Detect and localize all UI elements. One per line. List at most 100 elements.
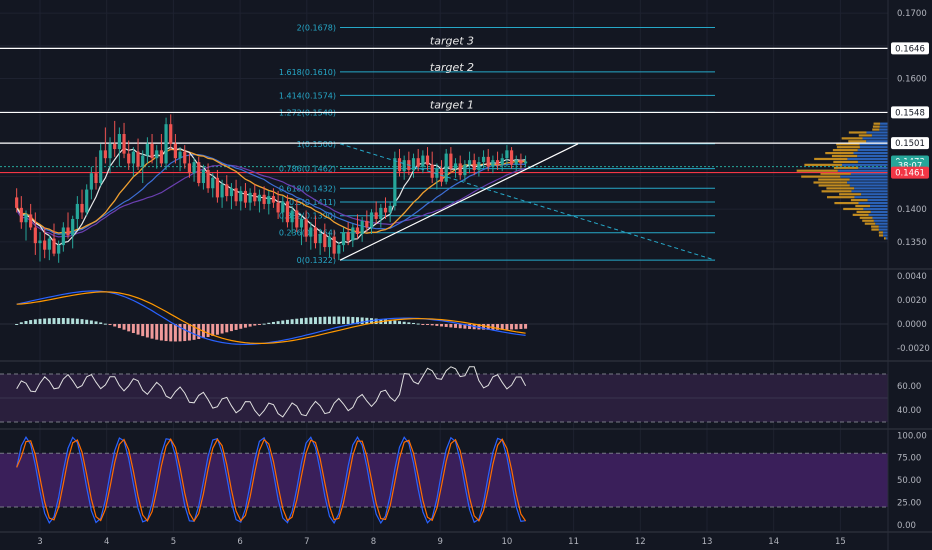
price-tag-label: 0.1646 [895,44,925,54]
time-axis-tick-label: 10 [501,537,512,547]
candle-down [509,150,514,165]
candle-down [127,153,131,164]
candle-up [505,150,509,159]
fib-level-label: 0(0.1322) [297,256,336,265]
candle-up [38,240,42,244]
time-axis-tick-label: 9 [437,537,442,547]
candle-down [15,197,19,208]
macd-histogram-bar [99,322,103,324]
volume-profile-bar-up [880,122,888,125]
candle-up [108,143,112,159]
macd-histogram-bar [15,324,19,325]
volume-profile-bar-up [850,172,888,175]
volume-profile-bar-up [851,190,888,193]
macd-histogram-bar [66,318,70,324]
candle-down [449,153,453,169]
candle-down [197,162,201,184]
candle-down [374,212,378,219]
target-label: target 2 [430,61,474,74]
macd-histogram-bar [43,318,47,324]
stochastic-d-line [16,438,527,523]
candle-up [145,143,149,156]
candle-up [155,150,159,159]
time-axis-tick-label: 12 [635,537,646,547]
volume-profile-bar-up [854,187,888,190]
candle-up [491,160,495,167]
volume-profile-bar-down [858,134,872,137]
macd-histogram-bar [463,324,467,329]
macd-histogram-bar [75,318,79,324]
macd-histogram-bar [229,324,233,332]
candle-up [201,169,206,184]
macd-histogram-bar [164,324,168,342]
macd-histogram-bar [29,320,33,324]
macd-histogram-bar [271,321,275,324]
volume-profile-bar-up [858,201,888,205]
volume-profile-bar-down [856,210,871,214]
candle-down [285,201,290,223]
macd-histogram-bar [514,324,518,330]
volume-profile-bar-up [878,225,888,228]
macd-signal-line [16,291,526,344]
volume-profile-bar-down [878,234,884,237]
candle-up [211,177,215,189]
time-axis-tick-label: 5 [171,537,176,547]
ma-orange-line [16,148,526,234]
volume-profile-bar-up [866,140,888,143]
macd-histogram-bar [281,320,285,324]
price-axis[interactable]: 0.1700 0.1600 0.1400 0.1350 0.0040 0.0020 0.00… [897,9,930,531]
volume-profile-bar-up [840,175,888,178]
moving-averages [16,146,526,246]
macd-histogram-bar [47,318,51,324]
candle-down [19,207,23,223]
candle-up [309,227,313,237]
candle-up [467,160,472,165]
axis-tick-label: 0.00 [897,521,916,531]
candle-down [206,169,210,189]
volume-profile-bar-up [858,166,888,169]
fib-level-label: 1.618(0.1610) [279,68,336,77]
candle-down [94,173,98,184]
macd-line [16,290,526,346]
candle-down [486,156,490,167]
candle-up [327,236,332,248]
volume-profile-bar-down [820,172,851,175]
axis-tick-label: 0.1600 [897,74,927,84]
candle-up [117,134,121,150]
candle-up [75,203,79,219]
volume-profile-bar-down [826,196,855,199]
volume-profile-bar-down [839,193,862,196]
volume-profile-bar-down [862,219,874,222]
candle-down [416,158,420,167]
volume-profile-bar-up [870,204,888,208]
candle-up [500,158,504,165]
volume-profile-bar-down [804,163,843,166]
volume-profile-bar-up [859,146,888,149]
candle-up [141,155,145,167]
axis-tick-label: 100.00 [897,431,927,441]
macd-histogram-bar [89,320,93,324]
macd-histogram-bar [178,324,182,342]
candle-down [295,210,299,228]
macd-histogram-bar [113,324,117,327]
volume-profile-bar-down [833,160,858,164]
rsi-panel [0,366,888,423]
candle-up [257,194,262,202]
macd-histogram-bar [220,324,224,334]
volume-profile-bar-down [821,190,852,193]
macd-histogram-bar [276,321,280,324]
macd-histogram-bar [253,324,257,326]
target-label: target 3 [430,34,474,47]
candle-up [337,245,341,254]
volume-profile-bar-up [857,154,888,158]
candle-down [472,160,476,170]
volume-profile-bar-up [879,128,888,131]
macd-histogram-bar [426,324,430,325]
macd-histogram-bar [225,324,229,333]
volume-profile-bar-up [842,163,888,166]
time-axis[interactable]: 3 4 5 6 7 8 9 10 11 12 13 14 15 [37,537,846,547]
